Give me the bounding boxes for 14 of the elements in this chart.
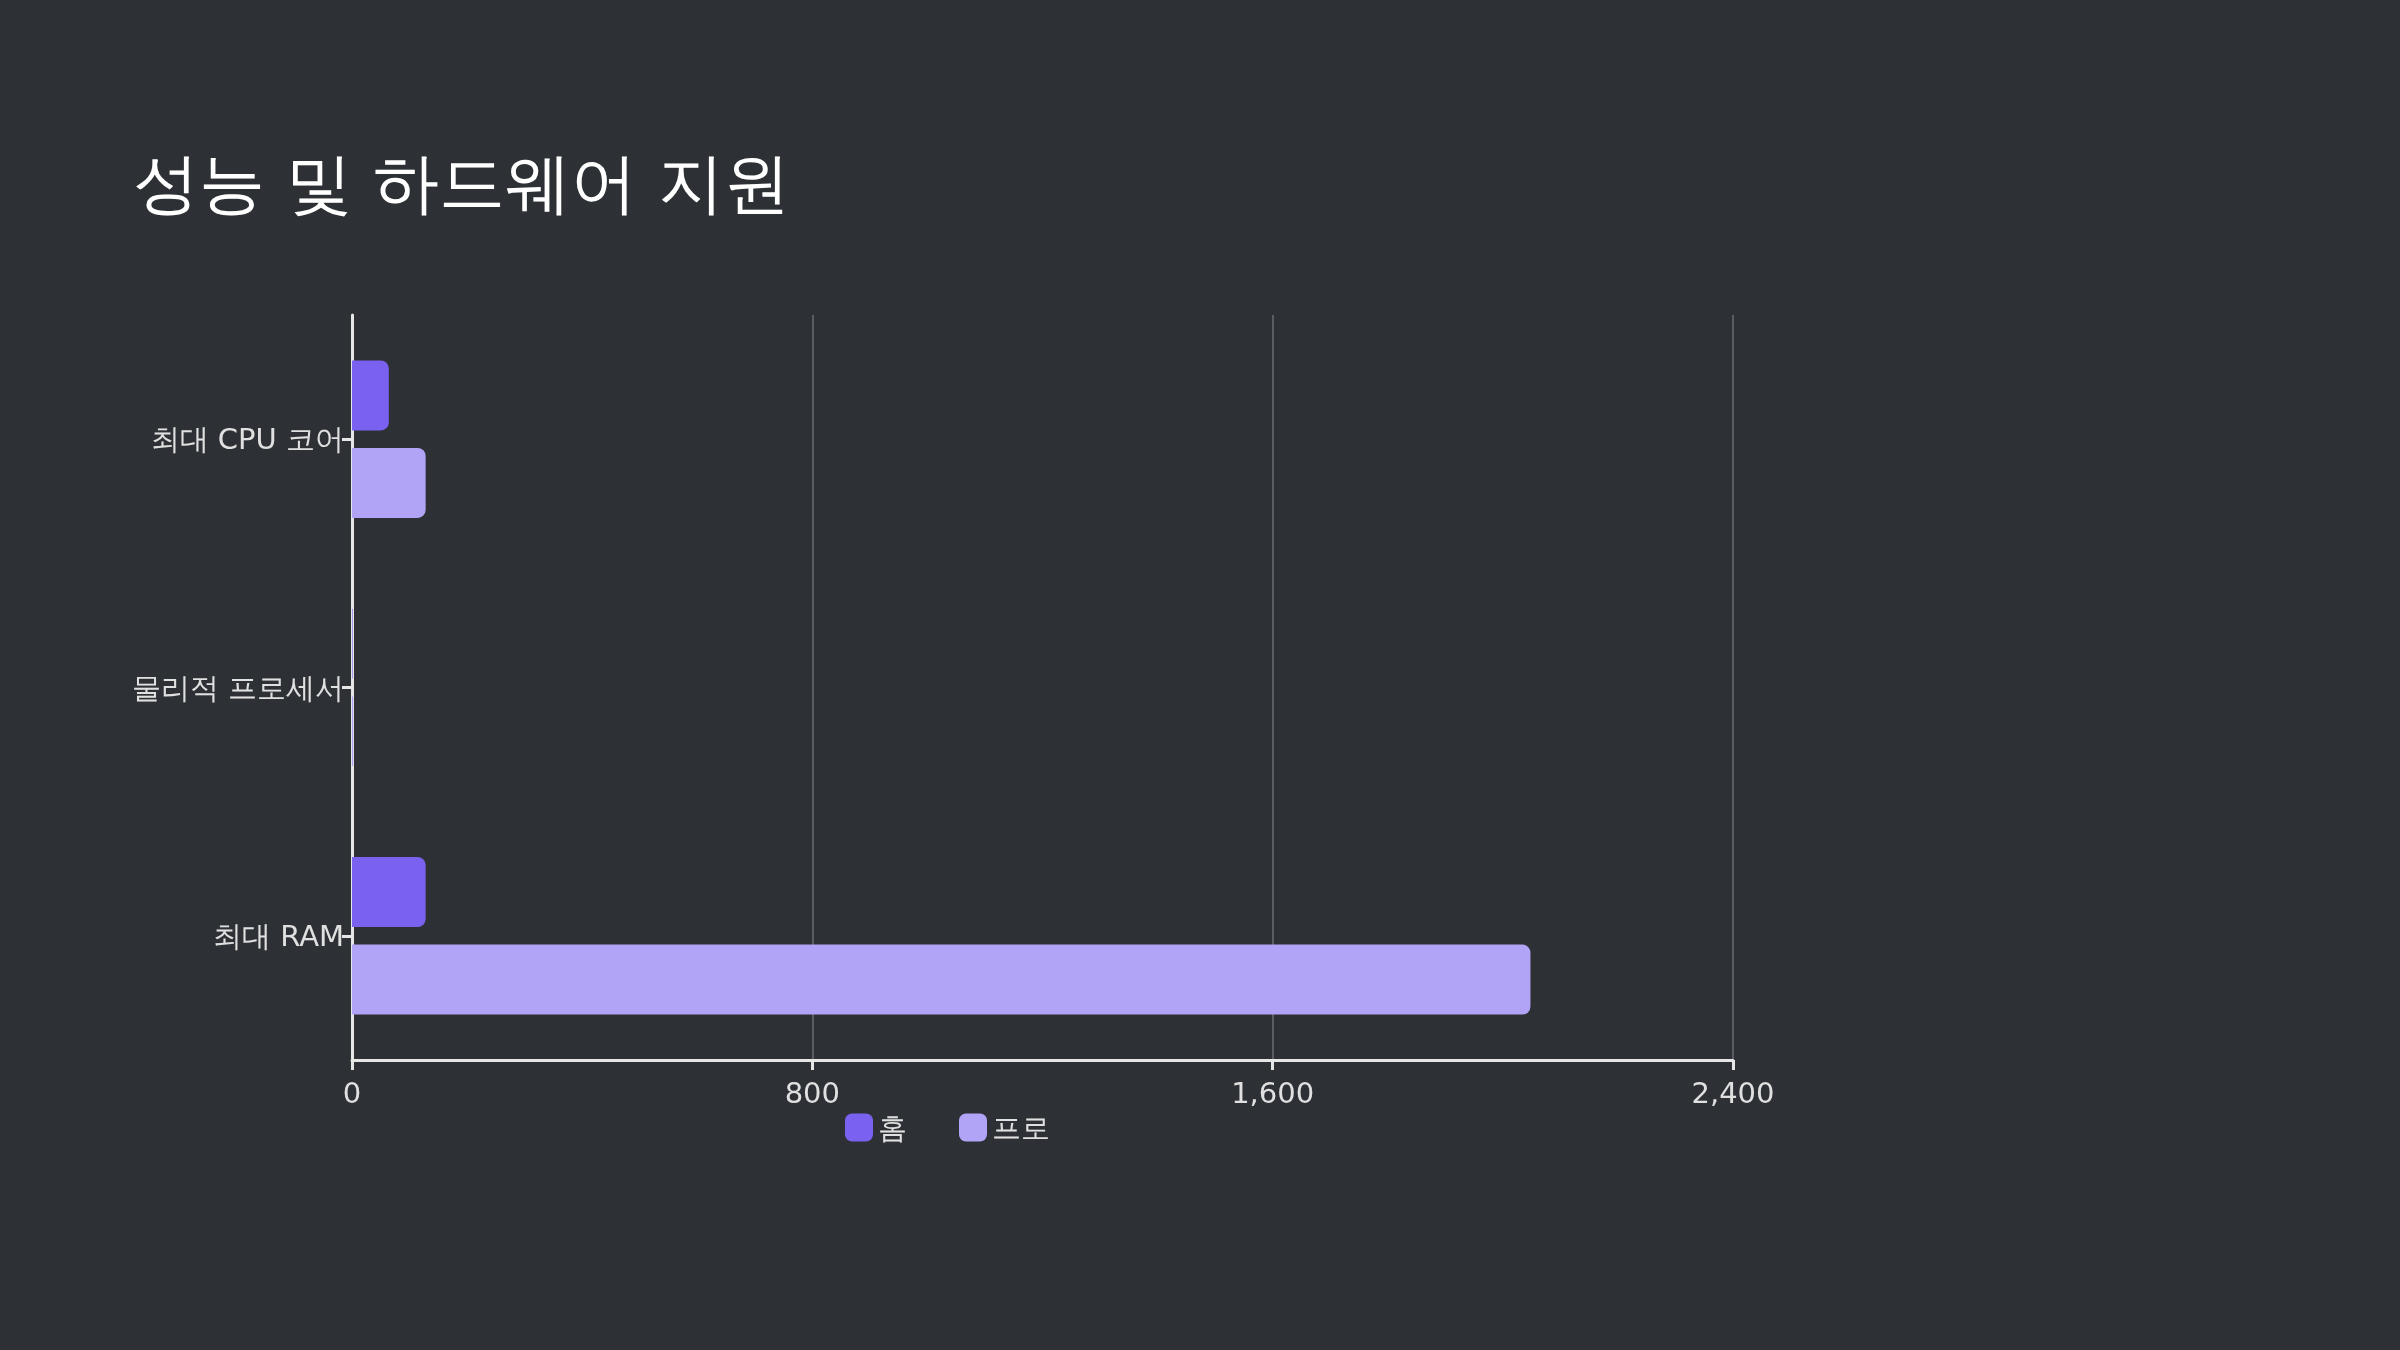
y-tick-label: 물리적 프로세서: [131, 670, 344, 705]
bar: [352, 447, 426, 518]
x-tick-label: 1,600: [1231, 1075, 1315, 1110]
x-tick-label: 2,400: [1691, 1075, 1775, 1110]
x-tick-label: 800: [784, 1075, 841, 1110]
chart-title: 성능 및 하드웨어 지원: [133, 144, 790, 222]
y-tick-label: 최대 RAM: [212, 918, 344, 953]
bar: [352, 360, 389, 431]
legend-label: 홈: [878, 1110, 907, 1145]
x-tick-label: 0: [342, 1075, 362, 1110]
bar: [352, 857, 426, 928]
bar: [352, 944, 1531, 1015]
y-tick-label: 최대 CPU 코어: [150, 422, 344, 457]
legend-label: 프로: [992, 1110, 1050, 1145]
